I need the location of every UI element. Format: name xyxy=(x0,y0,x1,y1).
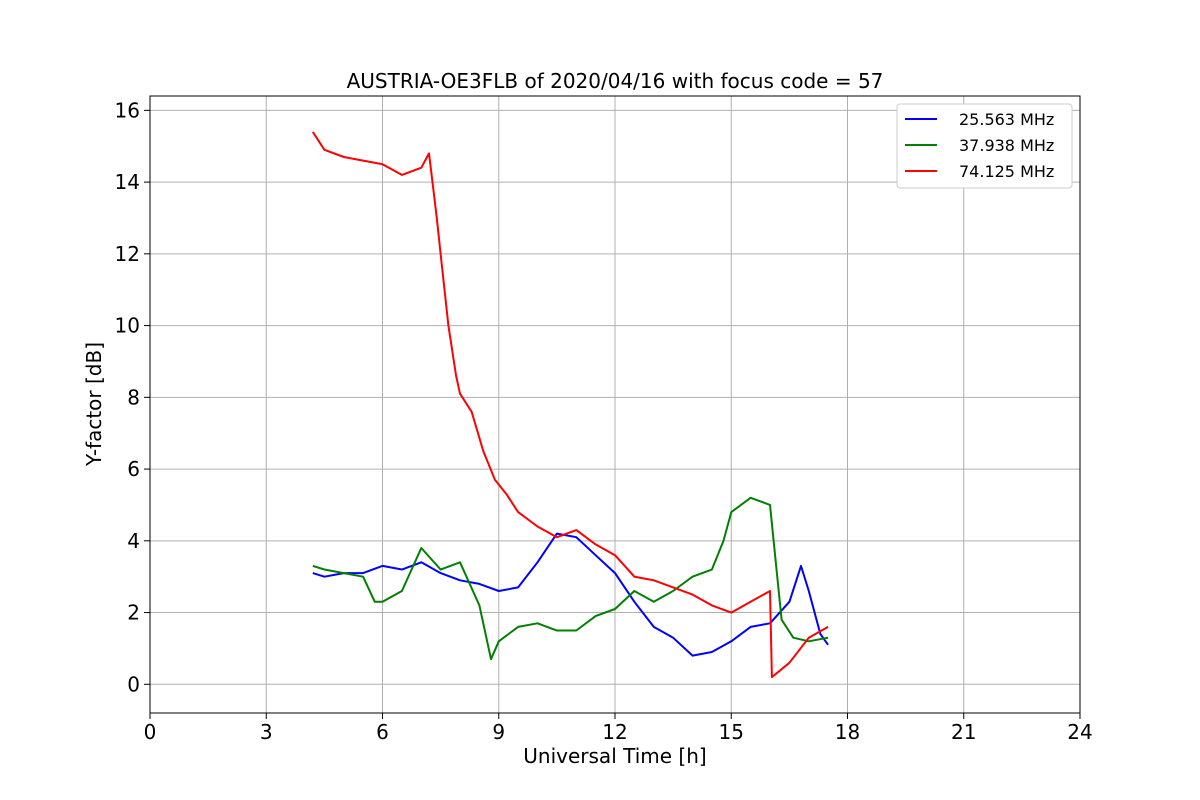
series-line-3 xyxy=(311,131,829,679)
x-tick-label: 9 xyxy=(492,720,505,744)
y-tick-label: 8 xyxy=(127,385,140,409)
chart-title: AUSTRIA-OE3FLB of 2020/04/16 with focus … xyxy=(347,69,884,93)
x-tick-label: 15 xyxy=(719,720,744,744)
legend-label: 25.563 MHz xyxy=(959,110,1054,129)
y-tick-label: 4 xyxy=(127,529,140,553)
x-tick-label: 6 xyxy=(376,720,389,744)
x-tick-label: 3 xyxy=(260,720,273,744)
series-line-1 xyxy=(312,532,829,657)
y-tick-label: 12 xyxy=(115,242,140,266)
x-tick-label: 12 xyxy=(602,720,627,744)
y-tick-label: 0 xyxy=(127,672,140,696)
legend-box xyxy=(896,103,1073,189)
x-tick-label: 21 xyxy=(951,720,976,744)
legend-label: 37.938 MHz xyxy=(959,136,1054,155)
x-tick-label: 0 xyxy=(144,720,157,744)
y-axis: 0 2 4 6 8 10 12 14 16 xyxy=(115,98,150,696)
legend: 25.563 MHz 37.938 MHz 74.125 MHz xyxy=(896,103,1073,189)
y-tick-label: 2 xyxy=(127,601,140,625)
y-tick-label: 6 xyxy=(127,457,140,481)
y-tick-label: 16 xyxy=(115,98,140,122)
y-tick-label: 14 xyxy=(115,170,140,194)
y-axis-label: Y-factor [dB] xyxy=(82,342,106,467)
series-line-2 xyxy=(312,496,829,661)
y-tick-label: 10 xyxy=(115,314,140,338)
x-tick-label: 24 xyxy=(1067,720,1092,744)
x-axis-label: Universal Time [h] xyxy=(523,744,706,768)
series-layer xyxy=(311,131,829,679)
legend-label: 74.125 MHz xyxy=(959,162,1054,181)
x-tick-label: 18 xyxy=(835,720,860,744)
x-axis: 0 3 6 9 12 15 18 21 24 xyxy=(144,713,1093,744)
